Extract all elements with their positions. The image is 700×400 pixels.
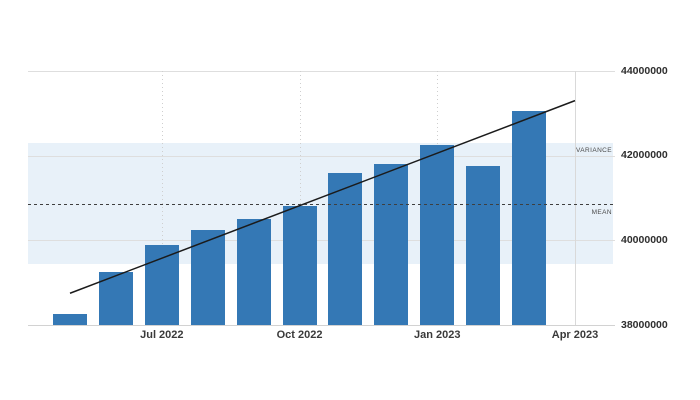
bar[interactable]: [420, 145, 455, 325]
x-gridline: [161, 71, 163, 325]
bar[interactable]: [328, 172, 363, 325]
y-tick-label: 40000000: [621, 233, 668, 246]
y-tick-label: 44000000: [621, 64, 668, 77]
y-gridline: [28, 240, 615, 242]
variance-annotation-label: VARIANCE: [576, 146, 612, 154]
bar[interactable]: [236, 219, 271, 325]
bar[interactable]: [98, 272, 133, 325]
x-gridline: [299, 71, 301, 325]
y-tick-label: 38000000: [621, 318, 668, 331]
x-tick-label: Jul 2022: [140, 329, 184, 341]
y-tick-label: 42000000: [621, 149, 668, 162]
y-gridline: [28, 155, 615, 157]
bar[interactable]: [512, 111, 547, 325]
x-tick-label: Oct 2022: [276, 329, 323, 341]
bar[interactable]: [282, 206, 317, 325]
x-gridline: [575, 71, 576, 325]
mean-line: [28, 203, 613, 205]
y-gridline: [28, 71, 615, 72]
bar[interactable]: [53, 314, 87, 325]
bar[interactable]: [466, 166, 501, 325]
bar[interactable]: [374, 164, 409, 325]
x-tick-label: Jan 2023: [414, 329, 461, 341]
mean-annotation-label: MEAN: [591, 208, 612, 216]
x-tick-label: Apr 2023: [551, 329, 599, 341]
y-gridline: [28, 325, 615, 326]
